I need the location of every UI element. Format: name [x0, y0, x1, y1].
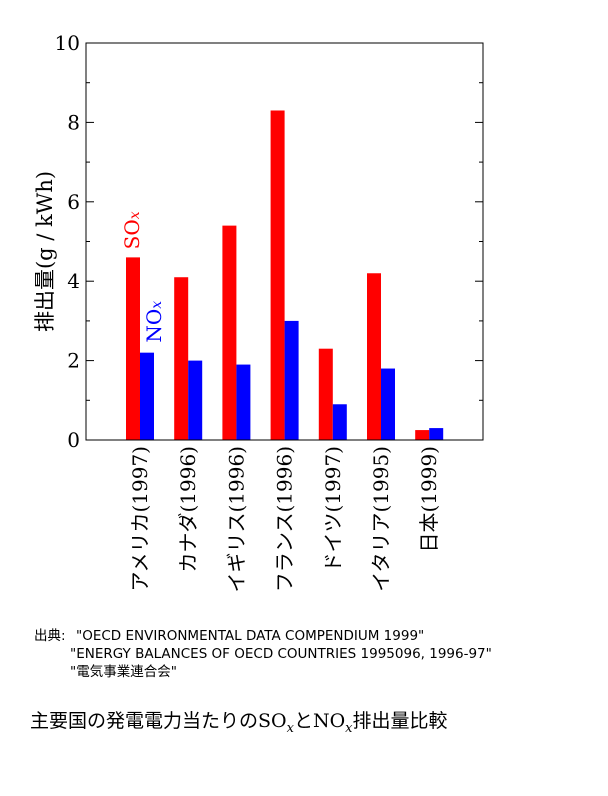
- so-x-bar-2: [174, 277, 189, 440]
- bars-layer: [126, 110, 444, 441]
- caption-so-sub: x: [286, 720, 294, 736]
- source-label: 出典:: [34, 628, 66, 644]
- figure-caption: 主要国の発電電力当たりのSOxとNOx排出量比較: [30, 706, 448, 736]
- caption-pre: 主要国の発電電力当たりの: [30, 710, 259, 732]
- no-x-bar-7: [429, 428, 444, 440]
- no-x-bar-6: [381, 368, 395, 440]
- no-x-bar-4: [284, 320, 299, 440]
- so-x-bar-7: [415, 430, 430, 440]
- x-tick-label: 日本(1999): [417, 446, 441, 553]
- y-tick-label: 4: [67, 269, 80, 293]
- x-axis-labels: アメリカ(1997) カナダ(1996) イギリス(1996) フランス(1996) ド…: [128, 446, 441, 593]
- legend-no-x-sub: x: [149, 301, 165, 309]
- so-x-bar-1: [126, 257, 140, 440]
- legend-no-x: NOx: [142, 301, 166, 343]
- y-tick-label: 6: [67, 190, 80, 214]
- x-tick-label: フランス(1996): [273, 446, 297, 592]
- so-x-bar-4: [270, 110, 285, 441]
- caption-no: NO: [312, 710, 346, 732]
- x-tick-label: イタリア(1995): [369, 446, 393, 592]
- x-tick-label: カナダ(1996): [176, 446, 200, 573]
- legend-so-x-main: SO: [120, 219, 144, 249]
- source-line-3: "電気事業連合会": [70, 664, 177, 680]
- y-axis-label: 排出量(g / kWh): [33, 171, 57, 332]
- no-x-bar-3: [236, 364, 251, 440]
- x-tick-label: アメリカ(1997): [128, 446, 152, 592]
- no-x-bar-5: [332, 404, 347, 440]
- y-axis-ticks: 0 2 4 6 8 10: [55, 31, 483, 452]
- so-x-bar-5: [318, 348, 333, 440]
- emissions-bar-chart: 0 2 4 6 8 10 アメリカ(1997) カナダ(1996) イギリス(1996) フラン…: [33, 31, 484, 593]
- so-x-bar-3: [222, 225, 237, 440]
- y-tick-label: 10: [55, 31, 80, 55]
- legend-so-x-sub: x: [127, 211, 143, 219]
- no-x-bar-1: [140, 352, 154, 440]
- y-tick-label: 0: [67, 428, 80, 452]
- source-line-1: "OECD ENVIRONMENTAL DATA COMPENDIUM 1999…: [76, 628, 425, 644]
- caption-so: SO: [258, 710, 287, 732]
- caption-mid: と: [293, 710, 313, 732]
- legend-so-x: SOx: [120, 211, 144, 249]
- so-x-bar-6: [367, 273, 381, 440]
- caption-no-sub: x: [345, 720, 353, 736]
- caption-post: 排出量比較: [352, 710, 448, 732]
- y-tick-label: 2: [67, 349, 80, 373]
- no-x-bar-2: [188, 360, 203, 440]
- legend-no-x-main: NO: [142, 309, 166, 343]
- y-tick-label: 8: [67, 110, 80, 134]
- x-tick-label: イギリス(1996): [224, 446, 248, 593]
- x-tick-label: ドイツ(1997): [321, 446, 345, 573]
- source-line-2: "ENERGY BALANCES OF OECD COUNTRIES 19950…: [70, 646, 492, 662]
